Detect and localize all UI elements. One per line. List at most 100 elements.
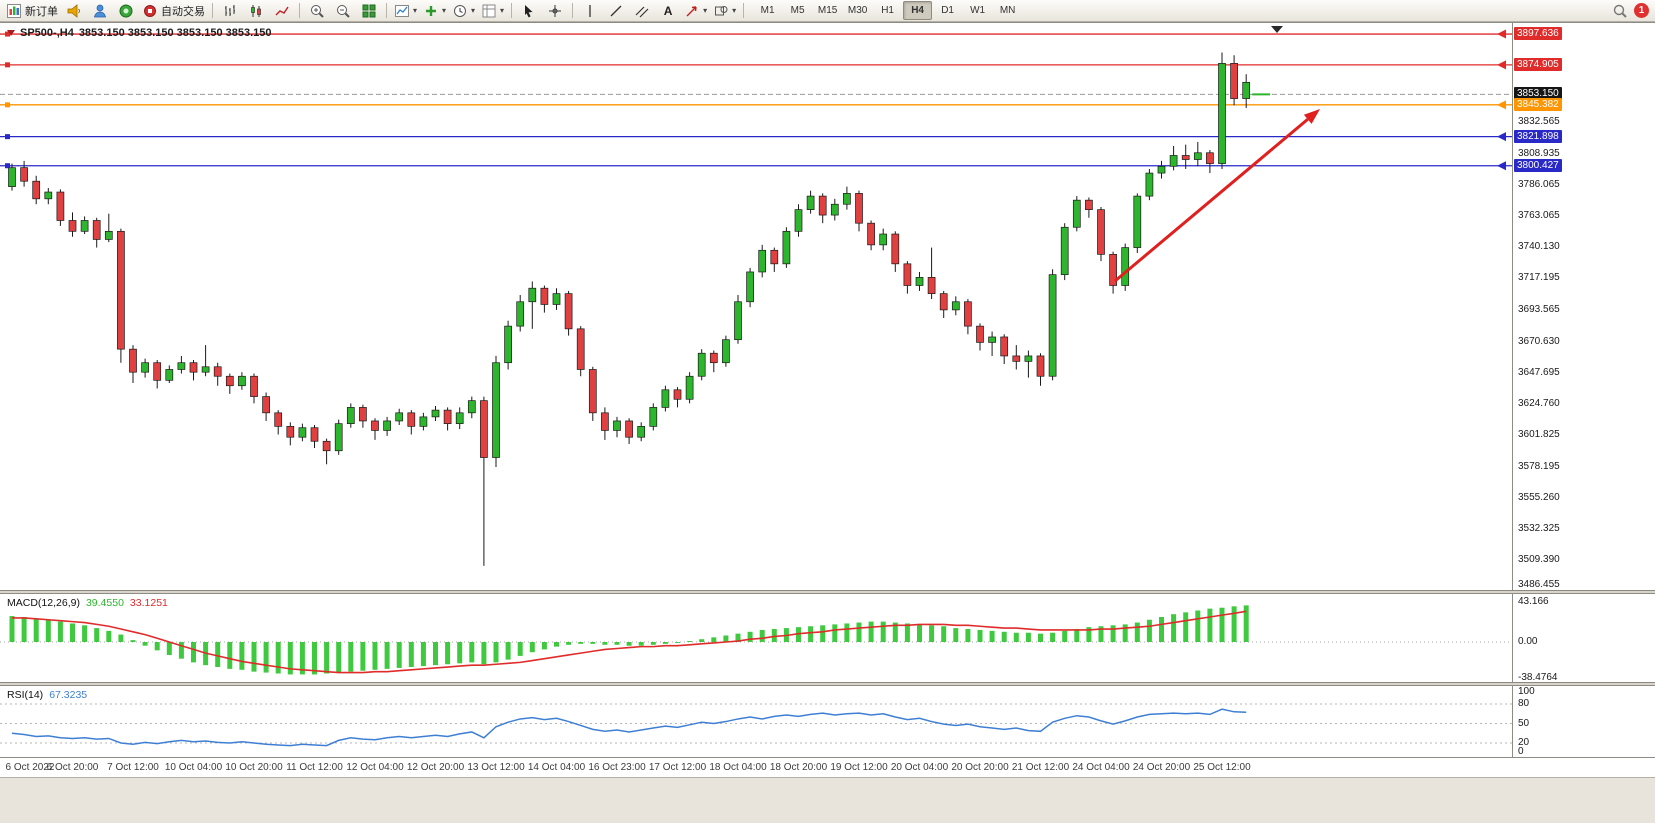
chart-shift-marker[interactable] bbox=[1271, 26, 1283, 33]
rsi-panel: RSI(14) 67.3235 100 80 50 20 0 bbox=[0, 685, 1655, 757]
community-button[interactable] bbox=[114, 2, 138, 20]
line-end-marker[interactable] bbox=[1497, 29, 1506, 39]
macd-panel: MACD(12,26,9) 39.4550 33.1251 43.166 0.00… bbox=[0, 593, 1655, 683]
alerts-button[interactable] bbox=[62, 2, 86, 20]
rsi-name: RSI(14) bbox=[7, 689, 44, 701]
rsi-axis-label: 0 bbox=[1518, 746, 1524, 757]
timeframe-D1[interactable]: D1 bbox=[941, 5, 954, 16]
time-axis[interactable]: 6 Oct 2022 6 Oct 20:00 7 Oct 12:00 10 Oct 0… bbox=[0, 757, 1655, 777]
arrow-tool-button[interactable]: ▾ bbox=[682, 2, 709, 20]
price-tick: 3647.695 bbox=[1518, 366, 1560, 378]
toolbar-separator bbox=[572, 3, 574, 18]
line-anchor-handle[interactable] bbox=[5, 62, 10, 68]
macd-chart bbox=[0, 605, 1512, 675]
timeframe-M5[interactable]: M5 bbox=[790, 5, 805, 16]
notification-badge[interactable]: 1 bbox=[1634, 3, 1649, 18]
macd-main-value: 39.4550 bbox=[85, 597, 124, 609]
line-end-marker[interactable] bbox=[1497, 161, 1506, 171]
time-label: 10 Oct 20:00 bbox=[225, 762, 283, 773]
search-icon[interactable] bbox=[1612, 3, 1628, 19]
time-label: 14 Oct 04:00 bbox=[527, 762, 586, 773]
price-line-label[interactable]: 3874.905 bbox=[1514, 57, 1562, 71]
time-label: 18 Oct 20:00 bbox=[769, 762, 828, 773]
text-tool-button[interactable]: A bbox=[656, 2, 680, 20]
time-label: 6 Oct 2022 bbox=[5, 762, 55, 773]
time-label: 21 Oct 12:00 bbox=[1011, 762, 1070, 773]
price-tick: 3670.630 bbox=[1518, 335, 1560, 347]
trendline-button[interactable] bbox=[604, 2, 628, 20]
text-icon: A bbox=[663, 3, 673, 18]
timeframe-M30[interactable]: M30 bbox=[847, 5, 868, 16]
time-label: 19 Oct 12:00 bbox=[830, 762, 888, 773]
panel-separator[interactable] bbox=[0, 590, 1655, 593]
macd-axis-label: 43.166 bbox=[1518, 595, 1549, 607]
line-anchor-handle[interactable] bbox=[5, 163, 10, 169]
time-label: 16 Oct 23:00 bbox=[588, 762, 646, 773]
line-end-marker[interactable] bbox=[1497, 132, 1506, 142]
time-label: 11 Oct 12:00 bbox=[286, 762, 343, 773]
add-indicator-button[interactable]: ▾ bbox=[421, 2, 448, 20]
line-anchor-handle[interactable] bbox=[5, 134, 10, 140]
panel-separator[interactable] bbox=[0, 682, 1655, 685]
line-end-marker[interactable] bbox=[1497, 60, 1506, 70]
timeframe-M15[interactable]: M15 bbox=[817, 5, 838, 16]
line-chart-icon bbox=[275, 6, 289, 15]
time-label: 24 Oct 20:00 bbox=[1132, 762, 1191, 773]
macd-label: MACD(12,26,9) 39.4550 33.1251 bbox=[7, 597, 168, 609]
zoom-in-button[interactable] bbox=[305, 2, 329, 20]
timeframe-H4[interactable]: H4 bbox=[903, 1, 933, 20]
timeframe-MN[interactable]: MN bbox=[999, 5, 1016, 16]
price-line-label[interactable]: 3821.898 bbox=[1514, 129, 1562, 143]
candlestick-chart-button[interactable] bbox=[244, 2, 268, 20]
trend-arrow-head[interactable] bbox=[1303, 109, 1320, 124]
horn-icon bbox=[67, 3, 80, 18]
channel-button[interactable] bbox=[630, 2, 654, 20]
autotrading-button[interactable]: 自动交易 bbox=[140, 2, 207, 20]
trend-arrow[interactable] bbox=[1114, 118, 1309, 283]
line-end-marker[interactable] bbox=[1497, 100, 1506, 110]
price-tick: 3509.390 bbox=[1518, 553, 1560, 565]
profile-button[interactable] bbox=[88, 2, 112, 20]
bar-chart-icon bbox=[225, 4, 235, 16]
clock-icon bbox=[454, 4, 467, 17]
timeframe-M1[interactable]: M1 bbox=[760, 5, 775, 16]
tile-windows-button[interactable] bbox=[357, 2, 381, 20]
price-tick: 3624.760 bbox=[1518, 397, 1560, 409]
line-chart-button[interactable] bbox=[270, 2, 294, 20]
chart-symbol-period: SP500-,H4 bbox=[20, 27, 74, 39]
vertical-line-button[interactable] bbox=[578, 2, 602, 20]
shapes-button[interactable]: ▾ bbox=[711, 2, 738, 20]
price-line-label[interactable]: 3897.636 bbox=[1514, 27, 1562, 41]
toolbar-separator bbox=[743, 3, 745, 18]
cursor-button[interactable] bbox=[517, 2, 541, 20]
price-scale[interactable]: 3832.565 3808.935 3786.065 3763.065 3740.130… bbox=[1512, 23, 1655, 590]
community-icon bbox=[119, 4, 133, 17]
line-anchor-handle[interactable] bbox=[5, 102, 10, 108]
autotrading-icon bbox=[144, 4, 156, 17]
rsi-line bbox=[11, 708, 1247, 747]
indicator-list-button[interactable]: ▾ bbox=[392, 2, 419, 20]
macd-scale[interactable]: 43.166 0.00 -38.4764 bbox=[1512, 594, 1655, 683]
zoom-out-button[interactable] bbox=[331, 2, 355, 20]
crosshair-button[interactable] bbox=[543, 2, 567, 20]
timeframe-H1[interactable]: H1 bbox=[881, 5, 894, 16]
timeframe-W1[interactable]: W1 bbox=[970, 5, 986, 16]
chart-title: SP500-,H4 3853.150 3853.150 3853.150 385… bbox=[7, 27, 272, 39]
add-indicator-icon bbox=[426, 5, 437, 16]
candlestick-chart-icon bbox=[251, 4, 261, 17]
new-order-button[interactable]: 新订单 bbox=[4, 2, 60, 20]
price-tick: 3786.065 bbox=[1518, 179, 1560, 191]
price-line-label[interactable]: 3845.382 bbox=[1514, 97, 1562, 111]
time-label: 10 Oct 04:00 bbox=[164, 762, 223, 773]
period-button[interactable]: ▾ bbox=[450, 2, 477, 20]
tile-windows-icon bbox=[362, 4, 376, 17]
time-label: 13 Oct 12:00 bbox=[467, 762, 525, 773]
time-label: 7 Oct 12:00 bbox=[107, 762, 159, 773]
window-bottom-strip bbox=[0, 777, 1655, 823]
bar-chart-button[interactable] bbox=[218, 2, 242, 20]
rsi-scale[interactable]: 100 80 50 20 0 bbox=[1512, 686, 1655, 757]
template-button[interactable]: ▾ bbox=[479, 2, 506, 20]
price-line-label[interactable]: 3800.427 bbox=[1514, 158, 1562, 172]
price-line-label[interactable]: 3853.150 bbox=[1514, 87, 1562, 101]
